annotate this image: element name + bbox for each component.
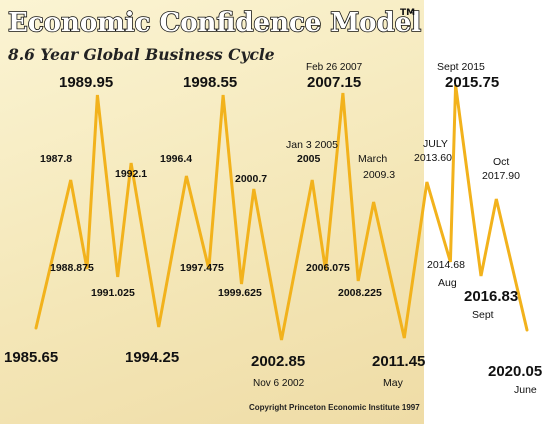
turning-point-label: 2013.60 xyxy=(414,152,452,164)
turning-point-date: March xyxy=(358,153,387,165)
turning-point-label: 1989.95 xyxy=(59,74,113,91)
turning-point-label: 1999.625 xyxy=(218,287,262,299)
turning-point-date: Sept 2015 xyxy=(437,61,485,73)
turning-point-date: May xyxy=(383,377,404,389)
turning-point-label: 2002.85 xyxy=(251,353,305,370)
turning-point-label: 1985.65 xyxy=(4,349,58,366)
turning-point-date: Nov 6 2002 xyxy=(253,378,305,389)
trademark-mark: TM xyxy=(400,8,415,18)
turning-point-label: 1988.875 xyxy=(50,262,94,274)
turning-point-date: Aug xyxy=(438,277,457,289)
turning-point-date: JULY xyxy=(423,138,448,150)
turning-point-label: 2000.7 xyxy=(235,173,267,185)
turning-point-label: 1991.025 xyxy=(91,287,135,299)
turning-point-label: 1994.25 xyxy=(125,349,179,366)
turning-point-labels: 1985.65 1987.8 1988.875 1989.95 1991.025 1992… xyxy=(4,61,542,396)
turning-point-label: 2007.15 xyxy=(307,74,361,91)
turning-point-label: 2015.75 xyxy=(445,74,499,91)
turning-point-date: Feb 26 2007 xyxy=(306,62,363,73)
turning-point-date: Jan 3 2005 xyxy=(286,139,338,151)
cycle-line xyxy=(34,84,529,341)
turning-point-label: 2017.90 xyxy=(482,170,520,182)
turning-point-label: 2011.45 xyxy=(372,353,425,370)
turning-point-label: 2009.3 xyxy=(363,169,395,181)
turning-point-label: 2016.83 xyxy=(464,288,518,305)
copyright-note: Copyright Princeton Economic Institute 1… xyxy=(249,403,420,412)
chart-title: Economic Confidence Model xyxy=(8,8,421,38)
turning-point-label: 1998.55 xyxy=(183,74,237,91)
turning-point-label: 2020.05 xyxy=(488,363,542,380)
turning-point-label: 2005 xyxy=(297,153,321,165)
turning-point-label: 2006.075 xyxy=(306,262,350,274)
turning-point-label: 1997.475 xyxy=(180,262,224,274)
turning-point-label: 1987.8 xyxy=(40,153,72,165)
turning-point-date: Sept xyxy=(472,309,494,321)
turning-point-label: 2014.68 xyxy=(427,259,465,271)
turning-point-date: June xyxy=(514,384,537,396)
turning-point-label: 1992.1 xyxy=(115,168,147,180)
turning-point-label: 1996.4 xyxy=(160,153,192,165)
turning-point-date: Oct xyxy=(493,156,509,168)
turning-point-label: 2008.225 xyxy=(338,287,382,299)
chart-subtitle: 8.6 Year Global Business Cycle xyxy=(8,45,275,64)
